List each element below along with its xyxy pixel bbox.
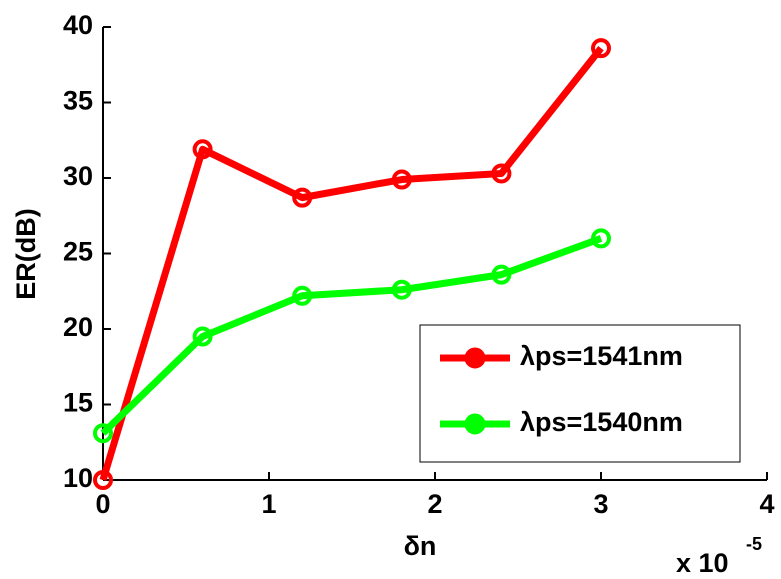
data-point <box>292 187 313 208</box>
x-multiplier-exponent: -5 <box>746 534 762 554</box>
data-point <box>192 326 213 347</box>
x-tick-label: 2 <box>427 489 442 519</box>
data-point <box>491 264 512 285</box>
legend-label: λps=1540nm <box>520 407 683 437</box>
data-point <box>591 38 611 59</box>
x-tick-label: 3 <box>593 489 608 519</box>
x-tick-label: 1 <box>261 489 276 519</box>
x-tick-label: 4 <box>759 489 774 519</box>
data-point <box>591 228 611 249</box>
legend-label: λps=1541nm <box>520 341 683 371</box>
y-tick-label: 20 <box>63 312 93 342</box>
x-axis-label: δn <box>404 531 437 561</box>
data-point <box>391 169 412 190</box>
x-tick-label: 0 <box>95 489 110 519</box>
y-tick-label: 30 <box>63 161 93 191</box>
y-tick-label: 10 <box>63 463 93 493</box>
y-tick-label: 25 <box>63 237 93 267</box>
series-line <box>99 45 604 482</box>
y-axis-label: ER(dB) <box>11 208 41 299</box>
data-point <box>192 139 213 160</box>
legend-marker <box>464 347 486 369</box>
data-point <box>93 470 113 490</box>
y-tick-label: 40 <box>63 10 93 40</box>
legend-marker <box>464 413 486 435</box>
series-line <box>100 235 603 436</box>
data-point <box>292 285 313 306</box>
y-tick-label: 15 <box>63 388 93 418</box>
data-point <box>391 279 412 300</box>
x-multiplier: x 10 <box>676 548 729 578</box>
data-point <box>93 423 113 444</box>
data-point <box>491 163 512 184</box>
y-tick-label: 35 <box>63 86 93 116</box>
